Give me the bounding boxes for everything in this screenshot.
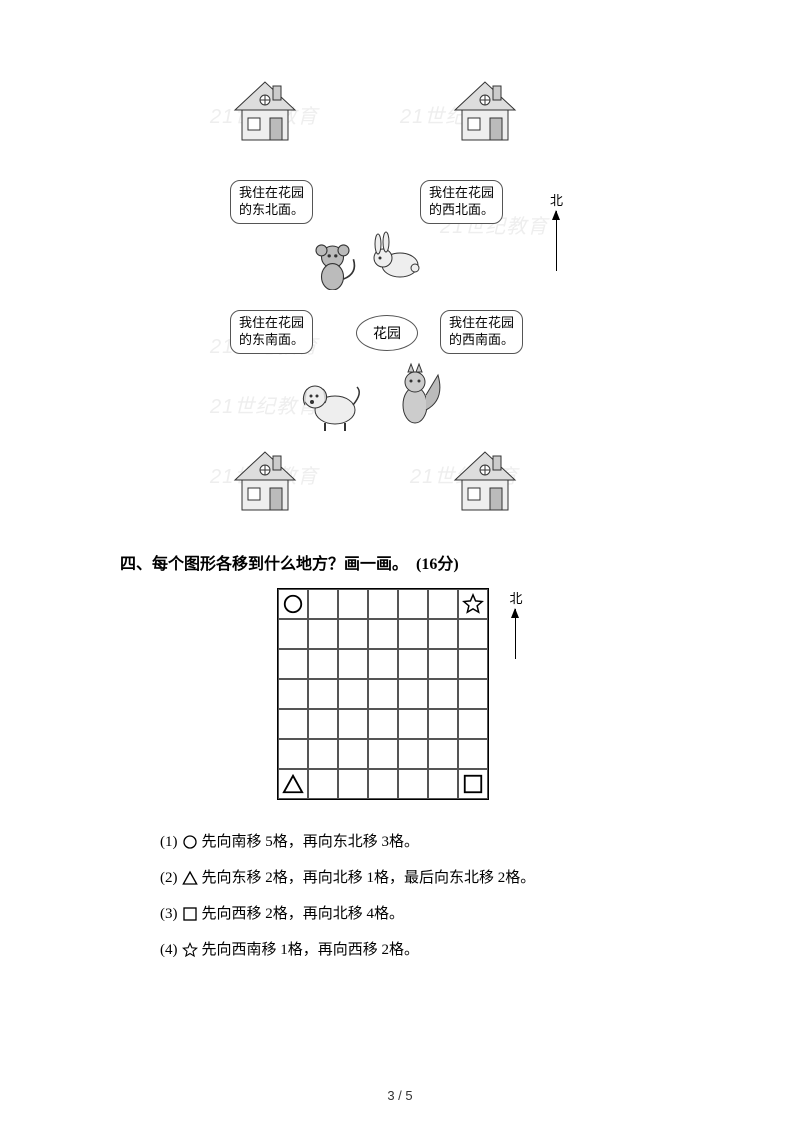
grid-cell (278, 649, 308, 679)
grid-cell (428, 679, 458, 709)
star-icon (458, 589, 488, 619)
speech-bubble-squirrel: 我住在花园的西南面。 (440, 310, 523, 354)
grid-cell (398, 739, 428, 769)
grid-cell (398, 589, 428, 619)
instruction-list: (1) 先向南移 5格，再向东北移 3格。(2) 先向东移 2格，再向北移 1格… (160, 824, 680, 968)
triangle-icon (182, 870, 198, 886)
speech-bubble-dog: 我住在花园的东南面。 (230, 310, 313, 354)
grid-cell (338, 619, 368, 649)
speech-bubble-monkey: 我住在花园的东北面。 (230, 180, 313, 224)
north-label: 北 (509, 591, 522, 606)
grid-cell (368, 589, 398, 619)
grid-cell (428, 649, 458, 679)
square-icon (458, 769, 488, 799)
instruction-item: (3) 先向西移 2格，再向北移 4格。 (160, 896, 680, 932)
page-number: 3 / 5 (0, 1088, 800, 1103)
grid-cell (278, 709, 308, 739)
figure-garden-directions: 21世纪教育 21世纪教育 21世纪教育 21世纪教育 21世纪教育 21世纪教… (210, 80, 590, 520)
rabbit-icon (365, 230, 425, 285)
grid-cell (458, 649, 488, 679)
grid-cell (308, 649, 338, 679)
item-text: 先向东移 2格，再向北移 1格，最后向东北移 2格。 (202, 860, 536, 896)
house-se (450, 450, 520, 515)
instruction-item: (2) 先向东移 2格，再向北移 1格，最后向东北移 2格。 (160, 860, 680, 896)
dog-icon (295, 365, 365, 435)
grid-cell (428, 739, 458, 769)
circle-icon (182, 834, 198, 850)
page: 21世纪教育 21世纪教育 21世纪教育 21世纪教育 21世纪教育 21世纪教… (0, 0, 800, 1133)
grid-cell (458, 709, 488, 739)
grid-cell (338, 589, 368, 619)
square-icon (182, 906, 198, 922)
grid-figure: 北 (120, 588, 680, 800)
grid-cell (368, 649, 398, 679)
item-text: 先向南移 5格，再向东北移 3格。 (202, 824, 420, 860)
grid-cell (338, 739, 368, 769)
grid-cell (338, 709, 368, 739)
grid-cell (428, 709, 458, 739)
compass-north-grid: 北 (509, 588, 522, 659)
arrow-up-icon (556, 211, 557, 271)
item-text: 先向西移 2格，再向北移 4格。 (202, 896, 405, 932)
grid-cell (398, 619, 428, 649)
grid-cell (398, 769, 428, 799)
grid-cell (308, 679, 338, 709)
item-number: (3) (160, 896, 178, 932)
item-number: (4) (160, 932, 178, 968)
grid-cell (368, 619, 398, 649)
house-sw (230, 450, 300, 515)
item-number: (1) (160, 824, 178, 860)
grid-cell (398, 679, 428, 709)
grid-cell (368, 769, 398, 799)
grid-cell (338, 679, 368, 709)
grid-cell (278, 679, 308, 709)
grid-cell (308, 769, 338, 799)
squirrel-icon (390, 360, 445, 430)
item-number: (2) (160, 860, 178, 896)
instruction-item: (4) 先向西南移 1格，再向西移 2格。 (160, 932, 680, 968)
grid-cell (398, 649, 428, 679)
instruction-item: (1) 先向南移 5格，再向东北移 3格。 (160, 824, 680, 860)
speech-bubble-rabbit: 我住在花园的西北面。 (420, 180, 503, 224)
grid-cell (308, 619, 338, 649)
house-ne (450, 80, 520, 145)
garden-node: 花园 (356, 315, 418, 351)
monkey-icon (305, 235, 360, 290)
star-icon (182, 942, 198, 958)
grid-cell (308, 709, 338, 739)
north-label: 北 (550, 193, 563, 208)
grid-cell (458, 619, 488, 649)
grid-cell (308, 589, 338, 619)
circle-icon (278, 589, 308, 619)
grid-cell (428, 769, 458, 799)
grid-cell (368, 709, 398, 739)
grid-cell (308, 739, 338, 769)
arrow-up-icon (515, 609, 516, 659)
grid-cell (398, 709, 428, 739)
grid-cell (338, 769, 368, 799)
grid-cell (458, 739, 488, 769)
grid-cell (428, 619, 458, 649)
grid-cell (338, 649, 368, 679)
grid-cell (278, 739, 308, 769)
grid-cell (368, 679, 398, 709)
question4-heading: 四、每个图形各移到什么地方？画一画。 (16分) (120, 550, 680, 574)
grid-cell (278, 619, 308, 649)
triangle-icon (278, 769, 308, 799)
grid-cell (428, 589, 458, 619)
grid-cell (368, 739, 398, 769)
grid-7x7 (277, 588, 489, 800)
item-text: 先向西南移 1格，再向西移 2格。 (202, 932, 420, 968)
grid-cell (458, 679, 488, 709)
house-nw (230, 80, 300, 145)
compass-north: 北 (550, 190, 563, 271)
